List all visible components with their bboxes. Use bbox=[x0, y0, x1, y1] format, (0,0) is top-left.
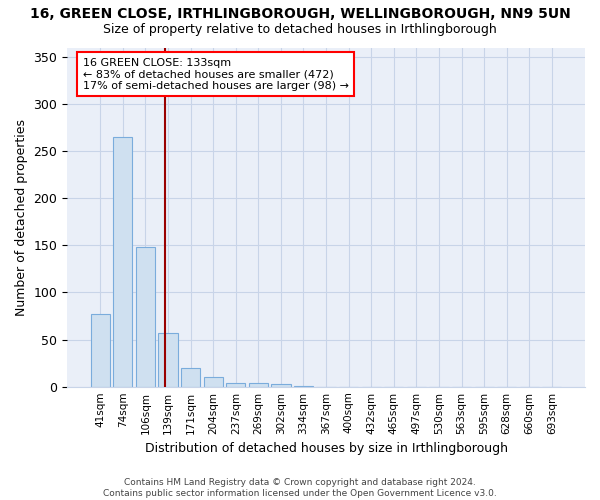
Bar bbox=[91, 314, 110, 386]
Bar bbox=[249, 383, 268, 386]
Y-axis label: Number of detached properties: Number of detached properties bbox=[15, 118, 28, 316]
Text: 16 GREEN CLOSE: 133sqm
← 83% of detached houses are smaller (472)
17% of semi-de: 16 GREEN CLOSE: 133sqm ← 83% of detached… bbox=[83, 58, 349, 91]
Bar bbox=[113, 137, 133, 386]
Bar bbox=[271, 384, 290, 386]
Bar bbox=[226, 383, 245, 386]
Bar bbox=[181, 368, 200, 386]
Text: Size of property relative to detached houses in Irthlingborough: Size of property relative to detached ho… bbox=[103, 22, 497, 36]
Bar bbox=[203, 378, 223, 386]
Bar bbox=[158, 333, 178, 386]
Bar bbox=[136, 247, 155, 386]
X-axis label: Distribution of detached houses by size in Irthlingborough: Distribution of detached houses by size … bbox=[145, 442, 508, 455]
Text: 16, GREEN CLOSE, IRTHLINGBOROUGH, WELLINGBOROUGH, NN9 5UN: 16, GREEN CLOSE, IRTHLINGBOROUGH, WELLIN… bbox=[29, 8, 571, 22]
Text: Contains HM Land Registry data © Crown copyright and database right 2024.
Contai: Contains HM Land Registry data © Crown c… bbox=[103, 478, 497, 498]
